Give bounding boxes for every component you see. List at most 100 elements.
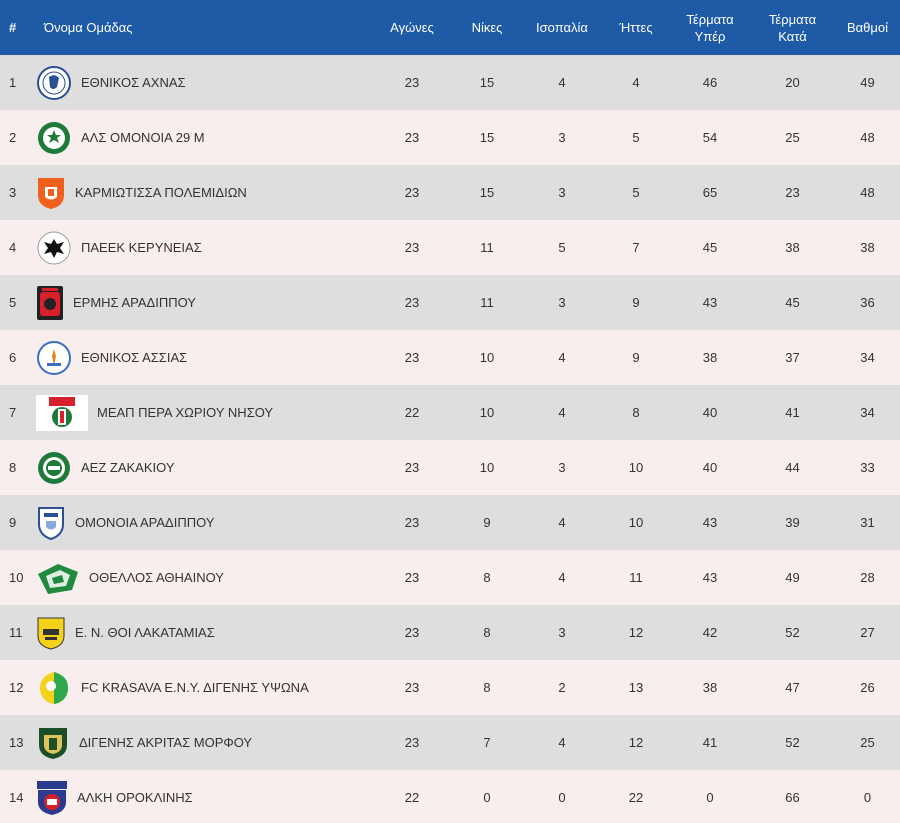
team-name[interactable]: ΑΛΣ ΟΜΟΝΟΙΑ 29 Μ: [81, 130, 205, 145]
team-name[interactable]: FC KRASAVA Ε.Ν.Υ. ΔΙΓΕΝΗΣ ΥΨΩΝΑ: [81, 680, 309, 695]
goals-for-cell: 43: [670, 495, 750, 550]
points-cell: 34: [835, 385, 900, 440]
team-cell[interactable]: Ε. Ν. ΘΟΙ ΛΑΚΑΤΑΜΙΑΣ: [32, 605, 372, 660]
wins-cell: 8: [452, 660, 522, 715]
position-cell: 5: [0, 275, 32, 330]
losses-cell: 12: [602, 605, 670, 660]
team-name[interactable]: ΑΕΖ ΖΑΚΑΚΙΟΥ: [81, 460, 175, 475]
draws-cell: 2: [522, 660, 602, 715]
wins-cell: 10: [452, 440, 522, 495]
team-name[interactable]: ΟΘΕΛΛΟΣ ΑΘΗΑΙΝΟΥ: [89, 570, 224, 585]
wins-cell: 10: [452, 385, 522, 440]
goals-against-cell: 52: [750, 715, 835, 770]
team-name[interactable]: ΠΑΕΕΚ ΚΕΡΥΝΕΙΑΣ: [81, 240, 202, 255]
team-cell[interactable]: ΟΜΟΝΟΙΑ ΑΡΑΔΙΠΠΟΥ: [32, 495, 372, 550]
header-goals-for-line2: Υπέρ: [695, 29, 726, 44]
team-cell[interactable]: ΔΙΓΕΝΗΣ ΑΚΡΙΤΑΣ ΜΟΡΦΟΥ: [32, 715, 372, 770]
draws-cell: 4: [522, 495, 602, 550]
losses-cell: 12: [602, 715, 670, 770]
team-name[interactable]: ΕΘΝΙΚΟΣ ΑΧΝΑΣ: [81, 75, 186, 90]
team-cell[interactable]: ΕΘΝΙΚΟΣ ΑΣΣΙΑΣ: [32, 330, 372, 385]
goals-against-cell: 47: [750, 660, 835, 715]
team-name[interactable]: ΕΘΝΙΚΟΣ ΑΣΣΙΑΣ: [81, 350, 187, 365]
draws-cell: 0: [522, 770, 602, 823]
table-header-row: # Όνομα Ομάδας Αγώνες Νίκες Ισοπαλία Ήττ…: [0, 0, 900, 55]
played-cell: 23: [372, 275, 452, 330]
played-cell: 23: [372, 495, 452, 550]
team-cell[interactable]: ΑΛΣ ΟΜΟΝΟΙΑ 29 Μ: [32, 110, 372, 165]
team-cell[interactable]: ΕΘΝΙΚΟΣ ΑΧΝΑΣ: [32, 55, 372, 110]
points-cell: 25: [835, 715, 900, 770]
team-name[interactable]: ΜΕΑΠ ΠΕΡΑ ΧΩΡΙΟΥ ΝΗΣΟΥ: [97, 405, 273, 420]
goals-against-cell: 37: [750, 330, 835, 385]
header-goals-against-line2: Κατά: [778, 29, 807, 44]
header-points: Βαθμοί: [835, 0, 900, 55]
team-cell[interactable]: FC KRASAVA Ε.Ν.Υ. ΔΙΓΕΝΗΣ ΥΨΩΝΑ: [32, 660, 372, 715]
played-cell: 23: [372, 440, 452, 495]
position-cell: 14: [0, 770, 32, 823]
header-losses: Ήττες: [602, 0, 670, 55]
header-goals-for-line1: Τέρματα: [686, 12, 733, 27]
played-cell: 22: [372, 770, 452, 823]
table-row: 2 ΑΛΣ ΟΜΟΝΟΙΑ 29 Μ 23 15 3 5 54 25 48: [0, 110, 900, 165]
position-cell: 10: [0, 550, 32, 605]
goals-for-cell: 65: [670, 165, 750, 220]
wins-cell: 11: [452, 275, 522, 330]
wins-cell: 15: [452, 110, 522, 165]
draws-cell: 3: [522, 165, 602, 220]
team-name[interactable]: ΕΡΜΗΣ ΑΡΑΔΙΠΠΟΥ: [73, 295, 196, 310]
draws-cell: 3: [522, 605, 602, 660]
team-name[interactable]: ΟΜΟΝΟΙΑ ΑΡΑΔΙΠΠΟΥ: [75, 515, 215, 530]
draws-cell: 3: [522, 440, 602, 495]
position-cell: 11: [0, 605, 32, 660]
team-cell[interactable]: ΚΑΡΜΙΩΤΙΣΣΑ ΠΟΛΕΜΙΔΙΩΝ: [32, 165, 372, 220]
position-cell: 4: [0, 220, 32, 275]
team-name[interactable]: Ε. Ν. ΘΟΙ ΛΑΚΑΤΑΜΙΑΣ: [75, 625, 215, 640]
team-cell[interactable]: ΑΛΚΗ ΟΡΟΚΛΙΝΗΣ: [32, 770, 372, 823]
team-cell[interactable]: ΟΘΕΛΛΟΣ ΑΘΗΑΙΝΟΥ: [32, 550, 372, 605]
goals-against-cell: 20: [750, 55, 835, 110]
team-cell[interactable]: ΕΡΜΗΣ ΑΡΑΔΙΠΠΟΥ: [32, 275, 372, 330]
draws-cell: 5: [522, 220, 602, 275]
points-cell: 48: [835, 110, 900, 165]
team-name[interactable]: ΔΙΓΕΝΗΣ ΑΚΡΙΤΑΣ ΜΟΡΦΟΥ: [79, 735, 252, 750]
goals-for-cell: 38: [670, 330, 750, 385]
points-cell: 26: [835, 660, 900, 715]
points-cell: 27: [835, 605, 900, 660]
goals-against-cell: 45: [750, 275, 835, 330]
paeek-logo-icon: [36, 230, 72, 266]
position-cell: 2: [0, 110, 32, 165]
team-name[interactable]: ΑΛΚΗ ΟΡΟΚΛΙΝΗΣ: [77, 790, 193, 805]
points-cell: 28: [835, 550, 900, 605]
header-goals-for: Τέρματα Υπέρ: [670, 0, 750, 55]
losses-cell: 13: [602, 660, 670, 715]
points-cell: 0: [835, 770, 900, 823]
team-cell[interactable]: ΠΑΕΕΚ ΚΕΡΥΝΕΙΑΣ: [32, 220, 372, 275]
goals-against-cell: 49: [750, 550, 835, 605]
position-cell: 12: [0, 660, 32, 715]
table-row: 4 ΠΑΕΕΚ ΚΕΡΥΝΕΙΑΣ 23 11 5 7 45 38 38: [0, 220, 900, 275]
table-row: 14 ΑΛΚΗ ΟΡΟΚΛΙΝΗΣ 22 0 0 22 0 66 0: [0, 770, 900, 823]
goals-against-cell: 44: [750, 440, 835, 495]
wins-cell: 7: [452, 715, 522, 770]
goals-against-cell: 66: [750, 770, 835, 823]
played-cell: 23: [372, 220, 452, 275]
wins-cell: 15: [452, 165, 522, 220]
points-cell: 33: [835, 440, 900, 495]
losses-cell: 22: [602, 770, 670, 823]
team-name[interactable]: ΚΑΡΜΙΩΤΙΣΣΑ ΠΟΛΕΜΙΔΙΩΝ: [75, 185, 247, 200]
points-cell: 48: [835, 165, 900, 220]
losses-cell: 9: [602, 275, 670, 330]
table-row: 9 ΟΜΟΝΟΙΑ ΑΡΑΔΙΠΠΟΥ 23 9 4 10 43 39 31: [0, 495, 900, 550]
table-row: 1 ΕΘΝΙΚΟΣ ΑΧΝΑΣ 23 15 4 4 46 20 49: [0, 55, 900, 110]
draws-cell: 4: [522, 550, 602, 605]
team-cell[interactable]: ΜΕΑΠ ΠΕΡΑ ΧΩΡΙΟΥ ΝΗΣΟΥ: [32, 385, 372, 440]
team-cell[interactable]: ΑΕΖ ΖΑΚΑΚΙΟΥ: [32, 440, 372, 495]
losses-cell: 5: [602, 110, 670, 165]
meap-logo-icon: [36, 395, 88, 431]
goals-against-cell: 23: [750, 165, 835, 220]
played-cell: 23: [372, 550, 452, 605]
played-cell: 23: [372, 110, 452, 165]
omonoia-aradippou-logo-icon: [36, 505, 66, 541]
